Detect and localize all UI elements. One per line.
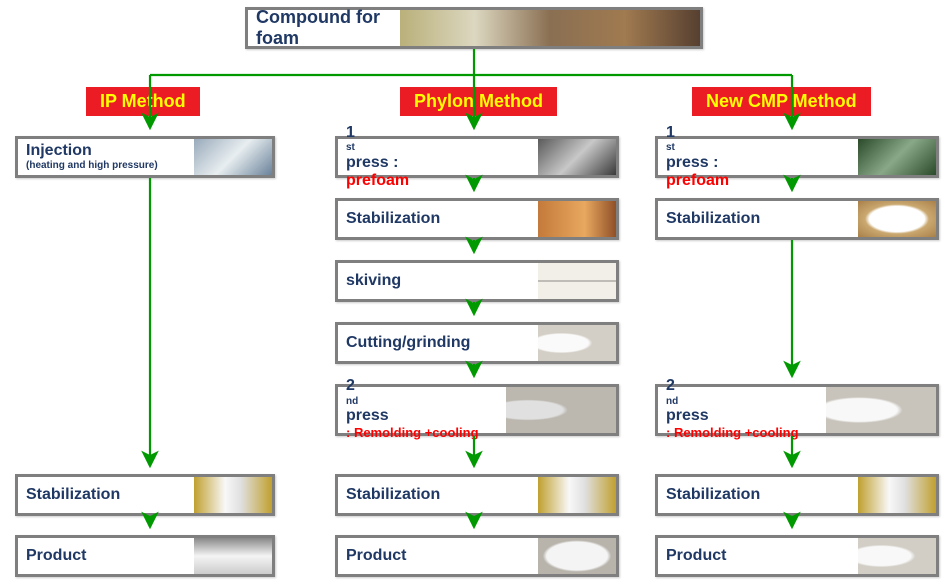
step-label: Stabilization <box>658 477 858 513</box>
step-label: Product <box>338 538 538 574</box>
step-label: Cutting/grinding <box>338 325 538 361</box>
remolding-text: : Remolding +cooling <box>666 426 818 441</box>
step-image-placeholder <box>858 477 936 513</box>
step-image-placeholder <box>826 387 936 433</box>
step-sub-label: (heating and high pressure) <box>26 160 186 172</box>
title-label: Compound for foam <box>248 10 400 46</box>
step-image-placeholder <box>538 477 616 513</box>
prefoam-text: prefoam <box>666 172 850 190</box>
remolding-text: : Remolding +cooling <box>346 426 498 441</box>
step-label: Product <box>18 538 194 574</box>
method-header-cmp: New CMP Method <box>692 87 871 116</box>
step-phylon-cutting: Cutting/grinding <box>335 322 619 364</box>
step-label: Product <box>658 538 858 574</box>
step-ip-product: Product <box>15 535 275 577</box>
step-image-placeholder <box>194 477 272 513</box>
step-image-placeholder <box>538 325 616 361</box>
step-image-placeholder <box>506 387 616 433</box>
step-phylon-product: Product <box>335 535 619 577</box>
step-label: Stabilization <box>338 201 538 237</box>
step-label: skiving <box>338 263 538 299</box>
step-image-placeholder <box>538 538 616 574</box>
method-header-phylon: Phylon Method <box>400 87 557 116</box>
step-label: Stabilization <box>338 477 538 513</box>
step-label: 2nd press : Remolding +cooling <box>658 387 826 433</box>
step-label: 2nd press : Remolding +cooling <box>338 387 506 433</box>
step-image-placeholder <box>858 538 936 574</box>
step-cmp-press1: 1st press : prefoam <box>655 136 939 178</box>
step-image-placeholder <box>538 263 616 299</box>
step-cmp-stabilization1: Stabilization <box>655 198 939 240</box>
step-phylon-press1: 1st press : prefoam <box>335 136 619 178</box>
step-ip-stabilization: Stabilization <box>15 474 275 516</box>
step-label: Stabilization <box>18 477 194 513</box>
step-label: 1st press : prefoam <box>338 139 538 175</box>
step-label: Injection (heating and high pressure) <box>18 139 194 175</box>
step-label: Stabilization <box>658 201 858 237</box>
prefoam-text: prefoam <box>346 172 530 190</box>
step-cmp-product: Product <box>655 535 939 577</box>
step-label: 1st press : prefoam <box>658 139 858 175</box>
step-image-placeholder <box>194 538 272 574</box>
step-image-placeholder <box>538 201 616 237</box>
method-header-ip: IP Method <box>86 87 200 116</box>
title-box: Compound for foam <box>245 7 703 49</box>
step-image-placeholder <box>858 139 936 175</box>
step-cmp-stabilization2: Stabilization <box>655 474 939 516</box>
title-image-placeholder <box>400 10 700 46</box>
step-phylon-skiving: skiving <box>335 260 619 302</box>
step-image-placeholder <box>538 139 616 175</box>
step-phylon-press2: 2nd press : Remolding +cooling <box>335 384 619 436</box>
step-ip-injection: Injection (heating and high pressure) <box>15 136 275 178</box>
step-main-label: Injection <box>26 142 186 160</box>
step-phylon-stabilization1: Stabilization <box>335 198 619 240</box>
step-cmp-press2: 2nd press : Remolding +cooling <box>655 384 939 436</box>
step-image-placeholder <box>194 139 272 175</box>
step-image-placeholder <box>858 201 936 237</box>
step-phylon-stabilization2: Stabilization <box>335 474 619 516</box>
